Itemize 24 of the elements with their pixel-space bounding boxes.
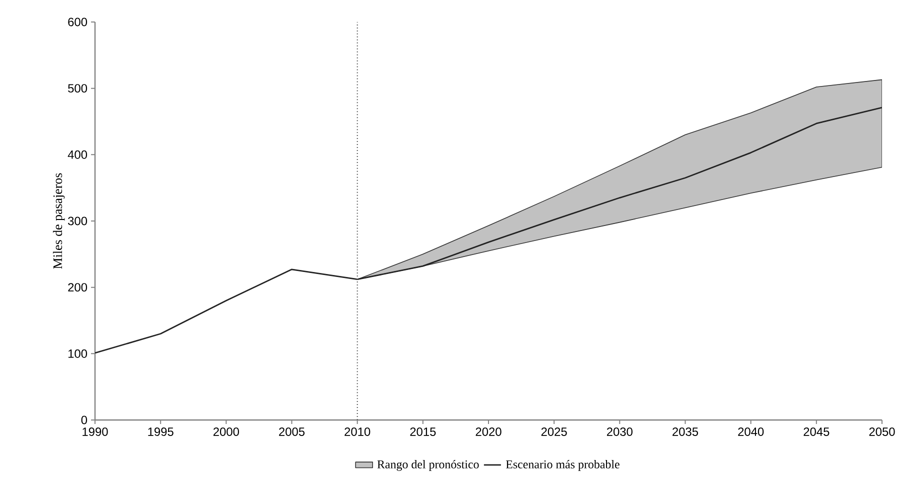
y-axis-title: Miles de pasajeros bbox=[52, 173, 65, 269]
text: Rango del pronóstico bbox=[377, 460, 479, 471]
x-tick-label: 2050 bbox=[869, 427, 895, 436]
x-tick-label: 2040 bbox=[738, 427, 764, 436]
y-tick-label: 200 bbox=[68, 283, 88, 292]
x-tick-label: 1990 bbox=[82, 427, 108, 436]
y-tick-label: 600 bbox=[68, 18, 88, 26]
x-tick-label: 2025 bbox=[541, 427, 567, 436]
y-tick-label: 100 bbox=[68, 349, 88, 358]
legend-label: Escenario más probable bbox=[506, 460, 620, 471]
y-tick-label: 500 bbox=[68, 84, 88, 93]
line-series bbox=[95, 106, 882, 354]
x-tick-label: 2035 bbox=[672, 427, 698, 436]
x-tick-label: 2015 bbox=[410, 427, 436, 436]
x-tick-label: 1995 bbox=[148, 427, 174, 436]
y-tick-label: 300 bbox=[68, 216, 88, 226]
x-tick-label: 2045 bbox=[804, 427, 830, 436]
y-tick-label: 0 bbox=[81, 416, 88, 424]
x-tick-label: 2030 bbox=[606, 427, 632, 436]
x-tick-label: 2020 bbox=[476, 427, 502, 436]
x-tick-label: 2005 bbox=[279, 427, 305, 436]
y-tick-label: 400 bbox=[68, 150, 88, 159]
x-tick-label: 2010 bbox=[344, 427, 370, 436]
x-tick-label: 2000 bbox=[213, 427, 240, 436]
